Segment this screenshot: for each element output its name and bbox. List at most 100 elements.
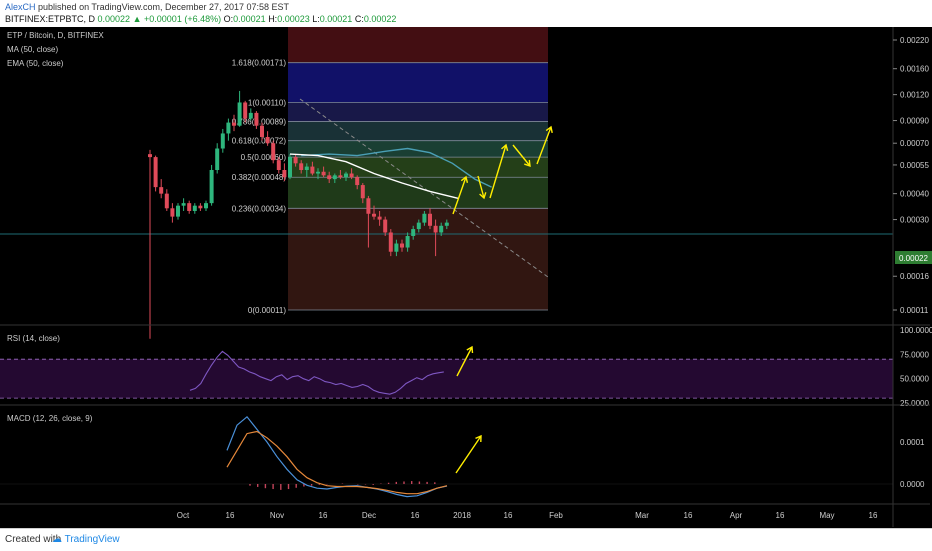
fib-level-label: 0(0.00011) xyxy=(248,306,286,315)
fib-zone xyxy=(288,62,548,103)
time-tick-label: 16 xyxy=(411,511,420,520)
candle-body xyxy=(192,205,197,211)
candle-body xyxy=(433,225,438,233)
macd-signal-line xyxy=(226,430,448,495)
time-tick-label: Mar xyxy=(635,511,649,520)
fib-zone xyxy=(288,27,548,63)
fibonacci-retracement[interactable]: 1.618(0.00171) 1(0.00110) 0.786(0.00089) 0.… xyxy=(232,27,548,315)
rsi-tick-label: 50.0000 xyxy=(900,375,929,384)
candle-body xyxy=(411,229,416,237)
fib-zone xyxy=(288,121,548,141)
last-price: 0.00022 xyxy=(97,14,131,24)
candle-body xyxy=(243,102,248,119)
candles xyxy=(148,90,449,339)
arrow-head xyxy=(501,143,509,151)
candle-body xyxy=(293,157,298,164)
time-tick-label: 16 xyxy=(226,511,235,520)
ma-line xyxy=(301,147,492,188)
candle-body xyxy=(288,157,292,178)
footer-bar: Created with ☁ TradingView xyxy=(0,528,932,551)
time-tick-label: 16 xyxy=(684,511,693,520)
chart-area[interactable]: 1.618(0.00171) 1(0.00110) 0.786(0.00089) 0.… xyxy=(0,27,932,527)
time-axis[interactable]: Oct 16 Nov 16 Dec 16 2018 16 Feb Mar 16 Apr 16 May 16 xyxy=(177,511,878,520)
legend-ema[interactable]: EMA (50, close) xyxy=(7,59,64,68)
price-tick-label: 0.00030 xyxy=(900,216,929,225)
price-axis[interactable]: 0.00220 0.00160 0.00120 0.00090 0.00070 0.000… xyxy=(893,36,929,315)
header-bar: AlexCH published on TradingView.com, Dec… xyxy=(0,0,932,28)
price-tick-label: 0.00220 xyxy=(900,36,929,45)
candle-body xyxy=(310,166,315,174)
price-tick-label: 0.00011 xyxy=(900,306,929,315)
candle-body xyxy=(422,213,427,223)
time-tick-label: 16 xyxy=(504,511,513,520)
rsi-line xyxy=(189,350,444,395)
symbol-text[interactable]: BITFINEX:ETPBTC, D xyxy=(5,14,96,24)
price-tick-label: 0.00016 xyxy=(900,272,929,281)
publish-line: AlexCH published on TradingView.com, Dec… xyxy=(5,2,289,12)
close-value: 0.00022 xyxy=(363,14,397,24)
rsi-line-group: 100.0000 75.0000 50.0000 25.0000 xyxy=(189,326,932,408)
fib-level-label: 1(0.00110) xyxy=(248,98,286,107)
arrow-shaft xyxy=(489,144,507,199)
legend-macd[interactable]: MACD (12, 26, close, 9) xyxy=(7,414,93,423)
macd-group: 0.0001 0.0000 xyxy=(0,415,925,498)
rsi-band-fill xyxy=(0,359,893,399)
candle-body xyxy=(332,175,337,180)
arrow-shaft xyxy=(452,176,467,215)
time-tick-label: 16 xyxy=(869,511,878,520)
candle-body xyxy=(187,203,192,211)
annotation-arrows[interactable] xyxy=(452,125,553,474)
candle-body xyxy=(377,216,382,220)
candle-body xyxy=(248,112,253,119)
candle-body xyxy=(299,163,304,170)
current-price-label: 0.00022 xyxy=(899,254,928,263)
fib-zone xyxy=(288,157,548,178)
current-price-badge xyxy=(895,251,932,264)
candle-body xyxy=(338,175,343,178)
legend-rsi[interactable]: RSI (14, close) xyxy=(7,334,60,343)
author-link[interactable]: AlexCH xyxy=(5,2,36,12)
candle-body xyxy=(181,203,186,206)
trend-line[interactable] xyxy=(299,98,549,278)
arrow-shaft xyxy=(477,175,485,199)
candle-body xyxy=(383,219,388,233)
legend-ma[interactable]: MA (50, close) xyxy=(7,45,58,54)
candle-body xyxy=(388,232,393,252)
arrow-head xyxy=(524,159,531,168)
arrow-head xyxy=(545,125,553,134)
time-tick-label: Feb xyxy=(549,511,563,520)
arrow-shaft xyxy=(455,435,482,474)
candle-body xyxy=(153,157,158,188)
publish-text: published on TradingView.com, December 2… xyxy=(38,2,290,12)
fib-level-label: 0.382(0.00048) xyxy=(232,173,287,182)
candle-body xyxy=(170,208,175,217)
candle-body xyxy=(366,198,371,214)
candle-body xyxy=(282,169,287,178)
candle-body xyxy=(226,122,231,134)
arrow-shaft xyxy=(512,144,531,167)
price-tick-label: 0.00120 xyxy=(900,91,929,100)
close-label: C: xyxy=(354,14,364,24)
macd-tick-label: 0.0000 xyxy=(900,480,925,489)
price-tick-label: 0.00160 xyxy=(900,65,929,74)
price-tick-label: 0.00040 xyxy=(900,190,929,199)
candle-body xyxy=(372,213,376,217)
open-value: 0.00021 xyxy=(233,14,266,24)
low-label: L: xyxy=(312,14,320,24)
tradingview-logo[interactable]: ☁ TradingView xyxy=(52,534,120,545)
candle-body xyxy=(327,175,332,180)
price-change: +0.00001 (+6.48%) xyxy=(144,14,222,24)
chart-legend-title[interactable]: ETP / Bitcoin, D, BITFINEX xyxy=(7,31,104,40)
rsi-tick-label: 75.0000 xyxy=(900,350,929,359)
price-tick-label: 0.00055 xyxy=(900,161,929,170)
high-value: 0.00023 xyxy=(277,14,310,24)
candle-body xyxy=(176,205,180,217)
moving-averages xyxy=(289,147,492,199)
candle-body xyxy=(215,148,220,170)
rsi-tick-label: 100.0000 xyxy=(900,326,932,335)
candle-body xyxy=(394,243,399,252)
low-value: 0.00021 xyxy=(319,14,353,24)
candle-body xyxy=(428,213,432,226)
candle-body xyxy=(344,173,348,178)
up-arrow-icon: ▲ xyxy=(132,14,142,24)
